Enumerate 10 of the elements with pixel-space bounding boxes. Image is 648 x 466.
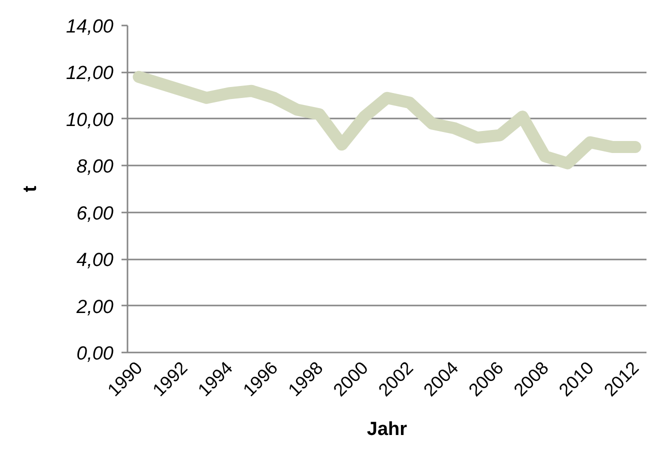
y-tick-label: 2,00 bbox=[76, 296, 114, 318]
y-tick-label: 8,00 bbox=[76, 156, 114, 178]
y-tick-label: 0,00 bbox=[76, 344, 114, 364]
x-axis-title: Jahr bbox=[366, 419, 408, 440]
y-axis-title: t bbox=[20, 185, 41, 192]
y-tick-label: 4,00 bbox=[76, 250, 114, 272]
y-tick-label: 14,00 bbox=[66, 16, 114, 38]
y-tick-label: 10,00 bbox=[66, 110, 114, 131]
y-tick-label: 6,00 bbox=[76, 203, 114, 224]
y-tick-label: 12,00 bbox=[66, 63, 114, 84]
